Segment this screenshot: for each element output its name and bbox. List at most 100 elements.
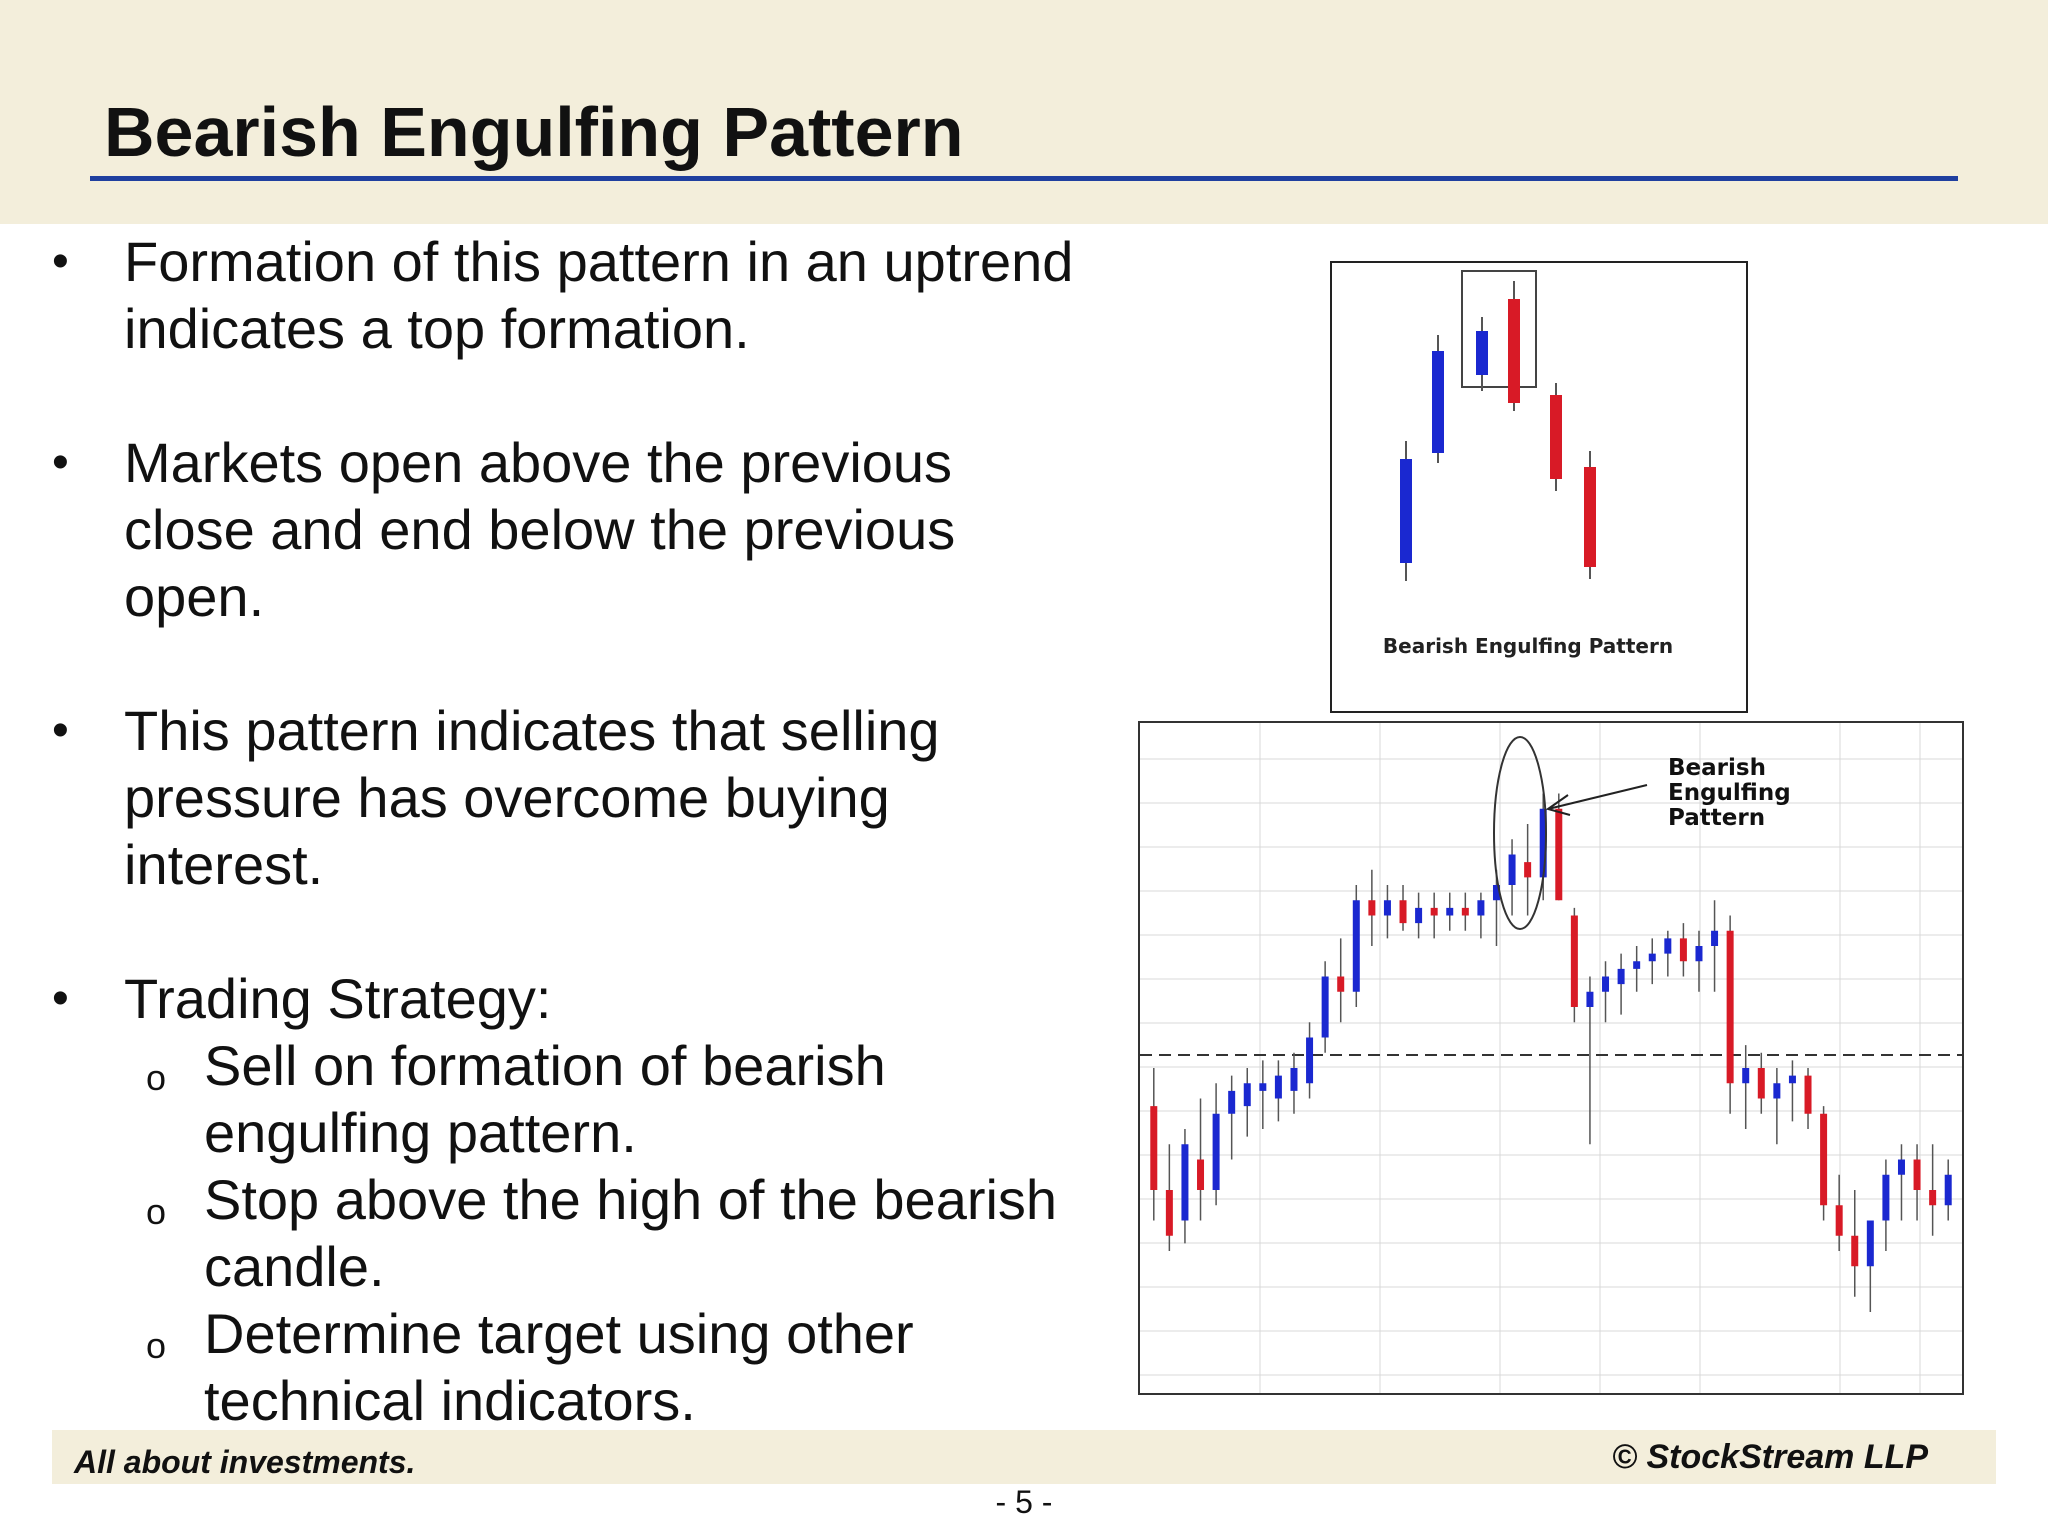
sub-bullet-line: technical indicators. bbox=[204, 1369, 696, 1432]
candle-body bbox=[1555, 808, 1563, 901]
candle-body bbox=[1820, 1113, 1828, 1206]
candle-body bbox=[1695, 946, 1703, 962]
diagram-caption: Bearish Engulfing Pattern bbox=[1383, 634, 1673, 658]
candle-body bbox=[1383, 900, 1391, 916]
candle bbox=[1383, 885, 1391, 939]
diagram-candle bbox=[1432, 335, 1444, 463]
candle bbox=[1352, 885, 1360, 1007]
candle bbox=[1742, 1045, 1750, 1129]
candle bbox=[1897, 1144, 1905, 1221]
candle bbox=[1524, 824, 1532, 916]
candle-body bbox=[1461, 907, 1469, 916]
candle-body bbox=[1524, 862, 1532, 878]
candle bbox=[1446, 892, 1454, 931]
candle-body bbox=[1243, 1083, 1251, 1107]
candle bbox=[1461, 892, 1469, 931]
bullet-line: open. bbox=[124, 565, 265, 628]
candle bbox=[1290, 1052, 1298, 1114]
candle bbox=[1259, 1060, 1267, 1129]
diagram-candle bbox=[1550, 383, 1562, 491]
title-underline bbox=[90, 176, 1958, 181]
diagram-candle bbox=[1400, 441, 1412, 581]
bullet-item: • Formation of this pattern in an uptren… bbox=[52, 228, 1132, 362]
candle bbox=[1430, 892, 1438, 939]
bullet-line: Markets open above the previous bbox=[124, 431, 953, 494]
candle bbox=[1586, 976, 1594, 1145]
candle bbox=[1602, 961, 1610, 1023]
candle bbox=[1835, 1174, 1843, 1251]
candle-body bbox=[1477, 900, 1485, 916]
candle-body bbox=[1290, 1068, 1298, 1091]
candle bbox=[1555, 793, 1563, 901]
candle bbox=[1477, 892, 1485, 939]
candle-body bbox=[1228, 1090, 1236, 1114]
bullet-list: • Formation of this pattern in an uptren… bbox=[52, 228, 1132, 1434]
candle bbox=[1757, 1052, 1765, 1114]
candle-body bbox=[1492, 885, 1500, 901]
sub-bullet-item: o Sell on formation of bearish engulfing… bbox=[52, 1032, 1132, 1166]
bullet-marker: • bbox=[52, 972, 69, 1025]
candle-body bbox=[1679, 938, 1687, 962]
candle-body bbox=[1866, 1220, 1874, 1267]
candle-body bbox=[1944, 1174, 1952, 1206]
candle bbox=[1368, 869, 1376, 946]
pattern-diagram-svg: Bearish Engulfing Pattern bbox=[1383, 270, 1673, 658]
candle bbox=[1181, 1129, 1189, 1244]
annotation-arrow bbox=[1547, 784, 1648, 810]
candle-body bbox=[1788, 1075, 1796, 1084]
sub-bullet-line: Stop above the high of the bearish bbox=[204, 1168, 1058, 1231]
candle-body bbox=[1913, 1159, 1921, 1190]
annotation-line: Bearish bbox=[1668, 755, 1766, 781]
candle-body bbox=[1321, 976, 1329, 1038]
candle bbox=[1773, 1068, 1781, 1145]
candle-body bbox=[1197, 1159, 1205, 1190]
candle bbox=[1212, 1083, 1220, 1206]
candle bbox=[1337, 938, 1345, 1023]
sub-bullet-item: o Determine target using other technical… bbox=[52, 1300, 1132, 1434]
candle-body bbox=[1446, 907, 1454, 916]
sub-bullet-line: engulfing pattern. bbox=[204, 1101, 637, 1164]
bullet-marker: • bbox=[52, 436, 69, 489]
candle-body bbox=[1415, 907, 1423, 924]
candle-body bbox=[1430, 907, 1438, 916]
bullet-line: indicates a top formation. bbox=[124, 297, 750, 360]
candle-body bbox=[1882, 1174, 1890, 1221]
bullet-line: close and end below the previous bbox=[124, 498, 956, 561]
page-number: - 5 - bbox=[995, 1484, 1053, 1520]
candle bbox=[1851, 1190, 1859, 1297]
candle-body bbox=[1337, 976, 1345, 992]
candle-body bbox=[1711, 930, 1719, 946]
candle-body bbox=[1399, 900, 1407, 924]
candle-body bbox=[1306, 1037, 1314, 1084]
candle bbox=[1197, 1098, 1205, 1221]
candle-body bbox=[1181, 1144, 1189, 1221]
candle-body bbox=[1259, 1083, 1267, 1091]
candle bbox=[1726, 915, 1734, 1114]
candle bbox=[1648, 938, 1656, 985]
candle bbox=[1664, 930, 1672, 977]
candle bbox=[1165, 1144, 1173, 1251]
candle-body bbox=[1352, 900, 1360, 992]
pattern-ellipse bbox=[1493, 736, 1547, 930]
candle bbox=[1617, 953, 1625, 1015]
candle bbox=[1929, 1144, 1937, 1236]
candle bbox=[1820, 1106, 1828, 1221]
sub-bullet-marker: o bbox=[146, 1325, 167, 1366]
candle-body bbox=[1150, 1106, 1158, 1190]
candle bbox=[1866, 1220, 1874, 1312]
annotation-line: Engulfing bbox=[1668, 780, 1791, 806]
candle-body bbox=[1648, 953, 1656, 962]
candle-body bbox=[1929, 1190, 1937, 1206]
bullet-line: pressure has overcome buying bbox=[124, 766, 890, 829]
candle bbox=[1321, 961, 1329, 1053]
sub-bullet-marker: o bbox=[146, 1057, 167, 1098]
candle bbox=[1570, 907, 1578, 1023]
candle bbox=[1944, 1159, 1952, 1221]
bullet-line: interest. bbox=[124, 833, 324, 896]
arrow-head bbox=[1545, 794, 1571, 816]
footer-copyright: © StockStream LLP bbox=[1612, 1438, 1929, 1476]
candle-body bbox=[1664, 938, 1672, 954]
candle bbox=[1679, 923, 1687, 977]
candle-body bbox=[1165, 1190, 1173, 1236]
candle bbox=[1150, 1068, 1158, 1221]
